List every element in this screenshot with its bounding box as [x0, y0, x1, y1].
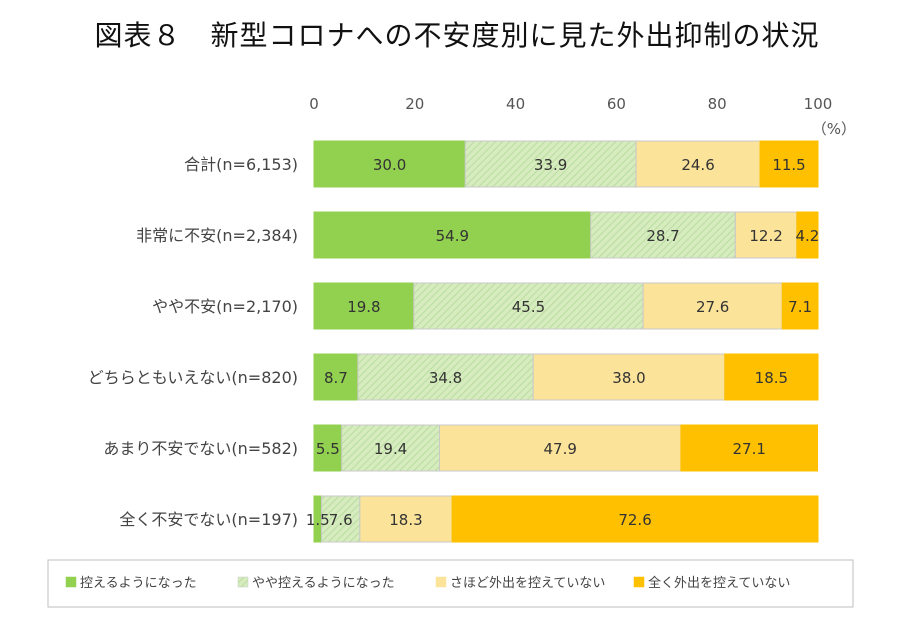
bar-segment [590, 211, 736, 259]
bar-segment [341, 424, 440, 472]
bar-segment [680, 424, 818, 472]
bar-segment [313, 353, 359, 401]
category-label: やや不安(n=2,170) [152, 297, 298, 316]
data-label: 30.0 [373, 156, 406, 174]
data-label: 19.8 [347, 298, 380, 316]
legend-label: やや控えるようになった [252, 576, 395, 591]
data-label: 5.5 [316, 440, 340, 458]
bar-segment [464, 140, 637, 188]
legend-swatch [65, 576, 77, 588]
bar-segment [532, 353, 726, 401]
data-label: 7.1 [788, 298, 812, 316]
data-label: 33.9 [534, 156, 567, 174]
legend-swatch [633, 576, 645, 588]
x-tick-label: 100 [804, 95, 833, 113]
bar-segment [313, 140, 466, 188]
data-label: 72.6 [618, 511, 651, 529]
bar-segment [313, 282, 415, 330]
data-label: 7.6 [329, 511, 353, 529]
data-label: 24.6 [681, 156, 714, 174]
data-label: 18.5 [755, 369, 788, 387]
data-label: 47.9 [544, 440, 577, 458]
data-label: 18.3 [389, 511, 422, 529]
bar-segment [642, 282, 783, 330]
bar-segment [451, 495, 819, 543]
bar-segment [357, 353, 534, 401]
legend-swatch [435, 576, 447, 588]
legend-box [47, 559, 854, 608]
bar-segment [796, 211, 819, 259]
data-label: 27.1 [733, 440, 766, 458]
data-label: 28.7 [646, 227, 679, 245]
data-label: 38.0 [612, 369, 645, 387]
data-label: 1.5 [306, 511, 330, 529]
x-tick-label: 20 [405, 95, 424, 113]
x-tick-label: 60 [607, 95, 626, 113]
unit-label: （%） [812, 120, 856, 138]
legend-label: 全く外出を控えていない [648, 575, 790, 591]
data-label: 54.9 [436, 227, 469, 245]
page-title: 図表８ 新型コロナへの不安度別に見た外出抑制の状況 [94, 19, 820, 52]
category-label: あまり不安でない(n=582) [103, 439, 298, 458]
data-label: 12.2 [749, 227, 782, 245]
data-label: 34.8 [429, 369, 462, 387]
data-label: 19.4 [374, 440, 407, 458]
category-label: どちらともいえない(n=820) [88, 368, 298, 387]
category-label: 全く不安でない(n=197) [119, 510, 298, 529]
data-label: 11.5 [772, 156, 805, 174]
bar-segment [313, 211, 592, 259]
category-label: 非常に不安(n=2,384) [136, 226, 298, 245]
category-label: 合計(n=6,153) [184, 155, 298, 174]
x-tick-label: 0 [309, 95, 319, 113]
x-tick-label: 40 [506, 95, 525, 113]
data-label: 4.2 [795, 227, 819, 245]
data-label: 8.7 [324, 369, 348, 387]
bar-segment [359, 495, 453, 543]
legend-label: さほど外出を控えていない [450, 576, 605, 591]
x-tick-label: 80 [708, 95, 727, 113]
bar-segment [635, 140, 761, 188]
data-label: 45.5 [512, 298, 545, 316]
bar-segment [438, 424, 682, 472]
bar-segment [759, 140, 819, 188]
bar-segment [413, 282, 644, 330]
bar-segment [724, 353, 819, 401]
data-label: 27.6 [696, 298, 729, 316]
bar-segment [781, 282, 819, 330]
legend-label: 控えるようになった [80, 576, 197, 591]
legend-swatch [237, 576, 249, 588]
